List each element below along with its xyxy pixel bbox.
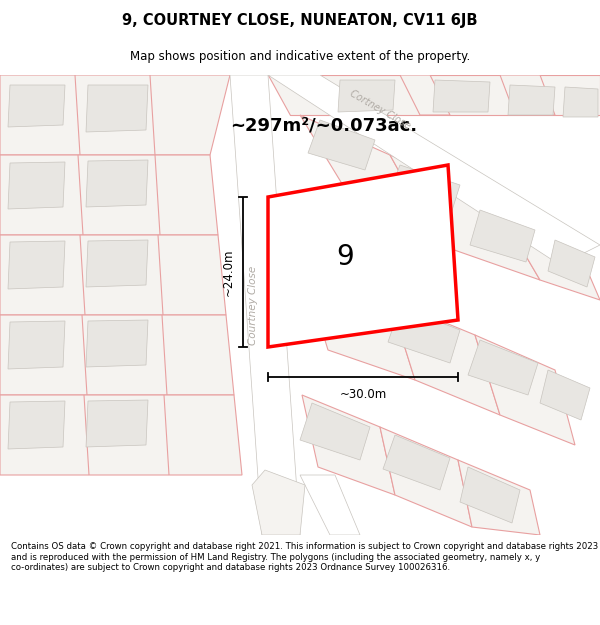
Text: Contains OS data © Crown copyright and database right 2021. This information is : Contains OS data © Crown copyright and d… bbox=[11, 542, 598, 572]
Polygon shape bbox=[300, 403, 370, 460]
Text: Cortney Close: Cortney Close bbox=[348, 89, 412, 131]
Polygon shape bbox=[500, 75, 555, 115]
Polygon shape bbox=[230, 75, 300, 535]
Polygon shape bbox=[84, 395, 89, 475]
Polygon shape bbox=[0, 315, 234, 395]
Polygon shape bbox=[8, 401, 65, 449]
Polygon shape bbox=[540, 370, 590, 420]
Polygon shape bbox=[298, 270, 370, 327]
Polygon shape bbox=[162, 315, 167, 395]
Polygon shape bbox=[548, 240, 595, 287]
Polygon shape bbox=[388, 307, 460, 363]
Polygon shape bbox=[164, 395, 169, 475]
Polygon shape bbox=[8, 241, 65, 289]
Polygon shape bbox=[268, 75, 600, 115]
Polygon shape bbox=[390, 300, 500, 415]
Polygon shape bbox=[383, 435, 450, 490]
Polygon shape bbox=[388, 165, 460, 217]
Text: ~30.0m: ~30.0m bbox=[340, 389, 386, 401]
Text: ~24.0m: ~24.0m bbox=[222, 248, 235, 296]
Text: ~297m²/~0.073ac.: ~297m²/~0.073ac. bbox=[230, 116, 417, 134]
Polygon shape bbox=[563, 87, 598, 117]
Polygon shape bbox=[78, 155, 83, 235]
Polygon shape bbox=[308, 120, 375, 170]
Polygon shape bbox=[86, 320, 148, 367]
Polygon shape bbox=[158, 235, 163, 315]
Polygon shape bbox=[490, 195, 600, 300]
Polygon shape bbox=[86, 85, 148, 132]
Polygon shape bbox=[75, 75, 80, 155]
Polygon shape bbox=[252, 470, 305, 535]
Polygon shape bbox=[300, 475, 360, 535]
Polygon shape bbox=[475, 335, 575, 445]
Text: Courtney Close: Courtney Close bbox=[248, 266, 258, 344]
Polygon shape bbox=[458, 460, 540, 535]
Polygon shape bbox=[0, 155, 218, 235]
Text: 9, COURTNEY CLOSE, NUNEATON, CV11 6JB: 9, COURTNEY CLOSE, NUNEATON, CV11 6JB bbox=[122, 14, 478, 29]
Polygon shape bbox=[80, 235, 85, 315]
Polygon shape bbox=[155, 155, 160, 235]
Polygon shape bbox=[302, 395, 395, 495]
Polygon shape bbox=[8, 162, 65, 209]
Polygon shape bbox=[433, 80, 490, 112]
Polygon shape bbox=[0, 75, 230, 155]
Polygon shape bbox=[268, 165, 458, 347]
Polygon shape bbox=[508, 85, 555, 115]
Polygon shape bbox=[400, 75, 450, 115]
Polygon shape bbox=[86, 400, 148, 447]
Polygon shape bbox=[8, 85, 65, 127]
Polygon shape bbox=[268, 75, 600, 265]
Polygon shape bbox=[82, 315, 87, 395]
Polygon shape bbox=[0, 235, 226, 315]
Polygon shape bbox=[86, 240, 148, 287]
Polygon shape bbox=[460, 467, 520, 523]
Polygon shape bbox=[86, 160, 148, 207]
Polygon shape bbox=[150, 75, 155, 155]
Text: Map shows position and indicative extent of the property.: Map shows position and indicative extent… bbox=[130, 50, 470, 62]
Polygon shape bbox=[302, 265, 415, 380]
Polygon shape bbox=[0, 395, 242, 475]
Polygon shape bbox=[300, 115, 440, 245]
Polygon shape bbox=[470, 210, 535, 262]
Polygon shape bbox=[8, 321, 65, 369]
Polygon shape bbox=[468, 340, 538, 395]
Polygon shape bbox=[380, 427, 472, 527]
Text: 9: 9 bbox=[337, 243, 355, 271]
Polygon shape bbox=[390, 155, 540, 280]
Polygon shape bbox=[338, 80, 395, 112]
